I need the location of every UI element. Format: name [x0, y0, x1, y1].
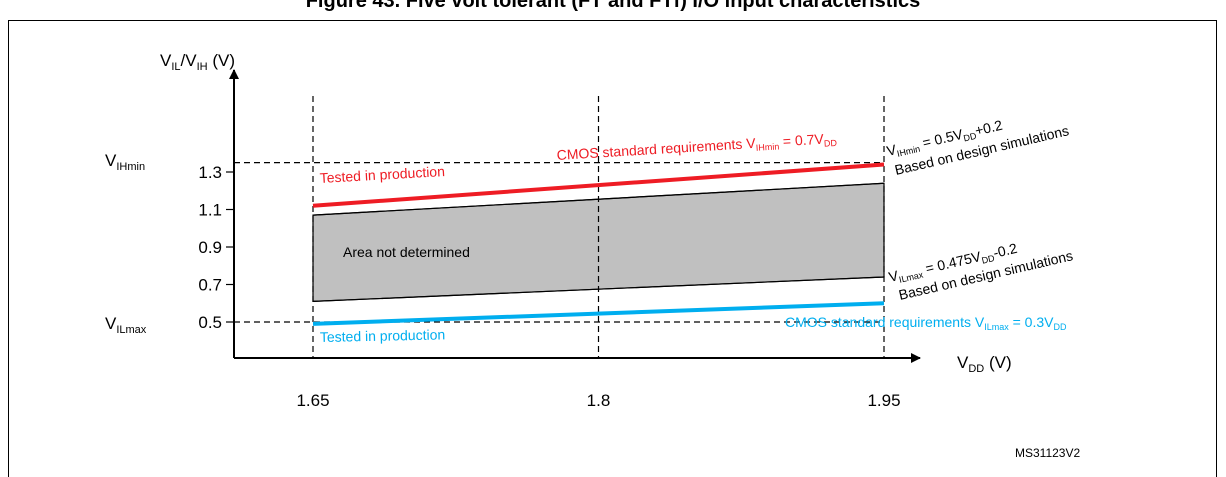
dashed-guides [234, 96, 885, 358]
series-group [312, 162, 885, 326]
reference-code: MS31123V2 [1015, 446, 1080, 460]
y-tick-labels: 1.3 1.1 0.9 0.7 0.5 [198, 163, 234, 332]
x-tick-label: 1.8 [587, 391, 611, 410]
y-marker-vilmax: VILmax [105, 314, 147, 336]
y-tick-label: 0.9 [198, 238, 222, 257]
frame-right-border [1216, 20, 1217, 477]
y-tick-label: 1.3 [198, 163, 222, 182]
x-tick-labels: 1.65 1.8 1.95 [296, 391, 900, 410]
frame-top-border [8, 20, 1216, 21]
figure-title: Figure 43. Five volt tolerant (FT and FT… [305, 0, 921, 12]
y-axis-label: VIL/VIH (V) [160, 51, 235, 73]
tested-in-production-bottom: Tested in production [320, 326, 446, 345]
x-tick-label: 1.65 [296, 391, 329, 410]
cmos-vihmin-label: CMOS standard requirements VIHmin = 0.7V… [556, 130, 838, 165]
x-tick-label: 1.95 [867, 391, 900, 410]
y-tick-label: 1.1 [198, 201, 222, 220]
frame-left-border [8, 20, 9, 477]
series-line-cmos_vihmin [312, 162, 885, 208]
series-line-vilmax_design [312, 276, 885, 302]
y-marker-vihmin: VIHmin [105, 151, 145, 173]
series-line-cmos_vilmax [312, 301, 885, 326]
area-not-determined-label: Area not determined [343, 244, 470, 260]
y-tick-label: 0.5 [198, 313, 222, 332]
tested-in-production-top: Tested in production [319, 163, 445, 186]
y-tick-label: 0.7 [198, 276, 222, 295]
series-line-vihmin_design [312, 182, 885, 216]
x-axis-label: VDD (V) [957, 353, 1012, 375]
cmos-vilmax-label: CMOS standard requirements VILmax = 0.3V… [785, 314, 1067, 332]
